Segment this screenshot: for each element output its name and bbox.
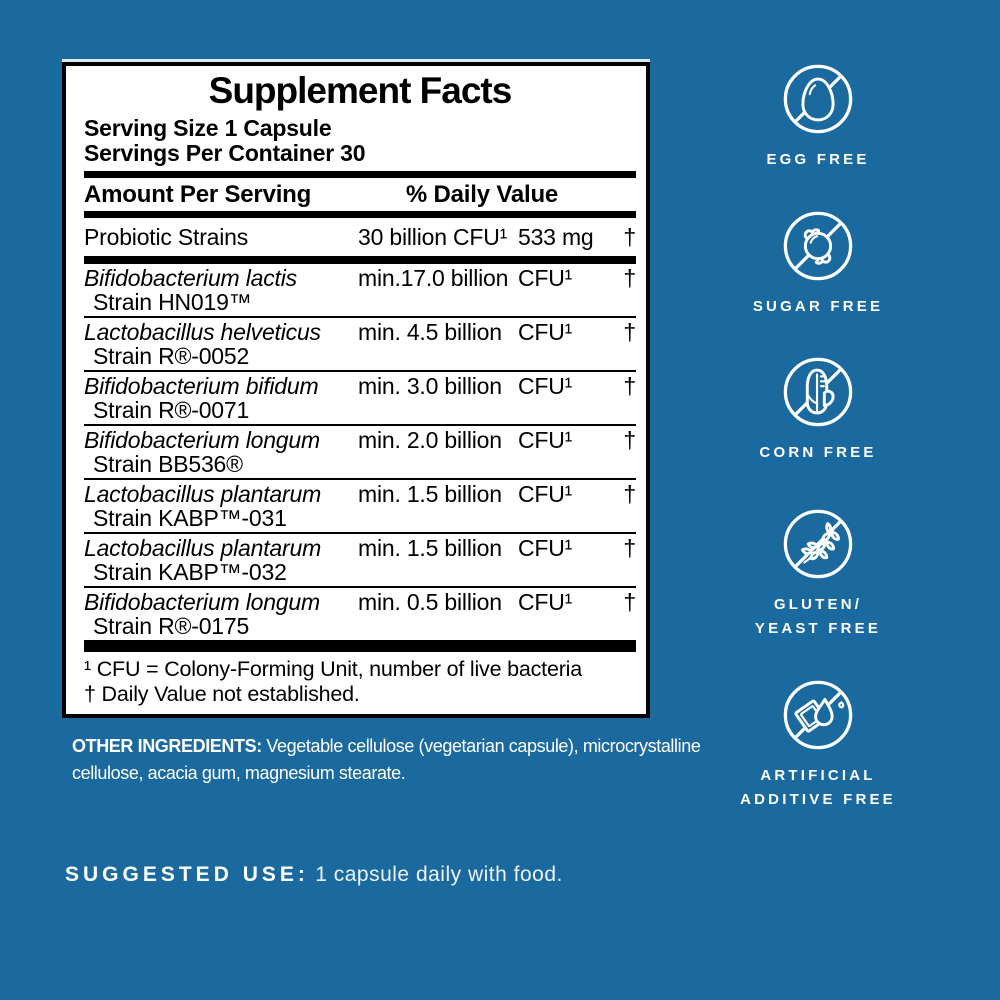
table-row: Bifidobacterium bifidum min. 3.0 billion… (84, 372, 636, 426)
table-row: Lactobacillus helveticus min. 4.5 billio… (84, 318, 636, 372)
strain-dagger: † (623, 265, 636, 291)
strain-dagger: † (623, 427, 636, 453)
sugar-free-icon (783, 211, 853, 281)
divider-thick (84, 256, 636, 264)
badge-sugar-free: SUGAR FREE (733, 209, 903, 319)
footnote-daily-value: † Daily Value not established. (84, 682, 360, 706)
strain-code: Strain KABP™-032 (93, 559, 287, 585)
strain-code: Strain R®-0175 (93, 613, 250, 639)
badge-label: CORN FREE (759, 444, 877, 461)
strain-dagger: † (623, 319, 636, 345)
strain-unit: CFU¹ (518, 535, 573, 561)
strain-code: Strain KABP™-031 (93, 505, 287, 531)
divider-thick (84, 211, 636, 218)
table-row: Bifidobacterium longum min. 2.0 billion … (84, 426, 636, 480)
footnotes: ¹ CFU = Colony-Forming Unit, number of l… (84, 657, 636, 707)
table-row: Lactobacillus plantarum min. 1.5 billion… (84, 534, 636, 588)
other-ingredients: OTHER INGREDIENTS: Vegetable cellulose (… (72, 733, 701, 787)
badge-label-line2: YEAST FREE (754, 620, 882, 637)
suggested-use-text: 1 capsule daily with food. (308, 863, 563, 886)
servings-per-container: Servings Per Container 30 (84, 140, 366, 166)
summary-weight: 533 mg (518, 223, 594, 250)
summary-dagger: † (623, 223, 636, 250)
strain-species: Bifidobacterium longum (84, 427, 320, 453)
badge-label-line2: ADDITIVE FREE (740, 791, 896, 808)
badge-label-line1: ARTIFICIAL (760, 767, 876, 784)
divider-thick (84, 171, 636, 178)
strain-amount: min. 4.5 billion (358, 319, 502, 345)
badge-label: GLUTEN/ YEAST FREE (755, 593, 881, 641)
strain-amount: min. 3.0 billion (358, 373, 502, 399)
strain-dagger: † (623, 481, 636, 507)
strain-code: Strain R®-0052 (93, 343, 250, 369)
column-header-row: Amount Per Serving % Daily Value (84, 178, 636, 211)
strain-unit: CFU¹ (518, 373, 573, 399)
suggested-use: SUGGESTED USE: 1 capsule daily with food… (65, 863, 563, 887)
strain-unit: CFU¹ (518, 319, 573, 345)
badge-egg-free: EGG FREE (733, 62, 903, 172)
strain-species: Bifidobacterium lactis (84, 265, 297, 291)
table-row: Lactobacillus plantarum min. 1.5 billion… (84, 480, 636, 534)
strain-unit: CFU¹ (518, 589, 573, 615)
header-amount-per-serving: Amount Per Serving (84, 180, 312, 208)
badge-label: EGG FREE (766, 151, 870, 168)
egg-free-icon (783, 64, 853, 134)
summary-amount: 30 billion CFU¹ (358, 223, 508, 250)
suggested-use-label: SUGGESTED USE: (65, 863, 309, 886)
strain-amount: min. 2.0 billion (358, 427, 502, 453)
badge-gluten-yeast-free: GLUTEN/ YEAST FREE (733, 507, 903, 641)
strain-dagger: † (623, 535, 636, 561)
table-row: Bifidobacterium longum min. 0.5 billion … (84, 588, 636, 642)
other-ingredients-line2: cellulose, acacia gum, magnesium stearat… (72, 763, 406, 783)
strain-species: Lactobacillus plantarum (84, 535, 322, 561)
strain-dagger: † (623, 373, 636, 399)
artificial-additive-free-icon (783, 680, 853, 750)
summary-name: Probiotic Strains (84, 223, 249, 250)
other-ingredients-label: OTHER INGREDIENTS: (72, 736, 262, 756)
strain-amount: min. 0.5 billion (358, 589, 502, 615)
footnote-cfu: ¹ CFU = Colony-Forming Unit, number of l… (84, 657, 583, 681)
header-daily-value: % Daily Value (405, 180, 559, 208)
strain-unit: CFU¹ (518, 481, 573, 507)
strain-amount: min. 1.5 billion (358, 481, 502, 507)
serving-size: Serving Size 1 Capsule (84, 115, 332, 141)
badge-corn-free: CORN FREE (733, 355, 903, 465)
strain-species: Lactobacillus helveticus (84, 319, 321, 345)
table-row: Bifidobacterium lactis min.17.0 billion … (84, 264, 636, 318)
gluten-yeast-free-icon (783, 509, 853, 579)
strain-code: Strain R®-0071 (93, 397, 250, 423)
supplement-facts-panel: Supplement Facts Serving Size 1 Capsule … (62, 62, 650, 718)
badge-artificial-additive-free: ARTIFICIAL ADDITIVE FREE (733, 678, 903, 812)
corn-free-icon (783, 357, 853, 427)
badge-label: ARTIFICIAL ADDITIVE FREE (740, 764, 896, 812)
strain-code: Strain HN019™ (93, 289, 252, 315)
other-ingredients-line1: OTHER INGREDIENTS: Vegetable cellulose (… (72, 733, 701, 760)
badge-label-line1: GLUTEN/ (773, 596, 863, 613)
strain-amount: min. 1.5 billion (358, 535, 502, 561)
badge-label: SUGAR FREE (752, 298, 884, 315)
strain-species: Bifidobacterium bifidum (84, 373, 319, 399)
strain-species: Bifidobacterium longum (84, 589, 320, 615)
probiotic-strains-row: Probiotic Strains 30 billion CFU¹ 533 mg… (84, 218, 636, 256)
other-ingredients-text: Vegetable cellulose (vegetarian capsule)… (261, 736, 701, 756)
strain-dagger: † (623, 589, 636, 615)
strain-unit: CFU¹ (518, 265, 573, 291)
strain-amount: min.17.0 billion (358, 265, 509, 291)
strain-species: Lactobacillus plantarum (84, 481, 322, 507)
strain-unit: CFU¹ (518, 427, 573, 453)
panel-title: Supplement Facts (208, 70, 513, 111)
divider-thick (84, 642, 636, 652)
strain-code: Strain BB536® (93, 451, 243, 477)
